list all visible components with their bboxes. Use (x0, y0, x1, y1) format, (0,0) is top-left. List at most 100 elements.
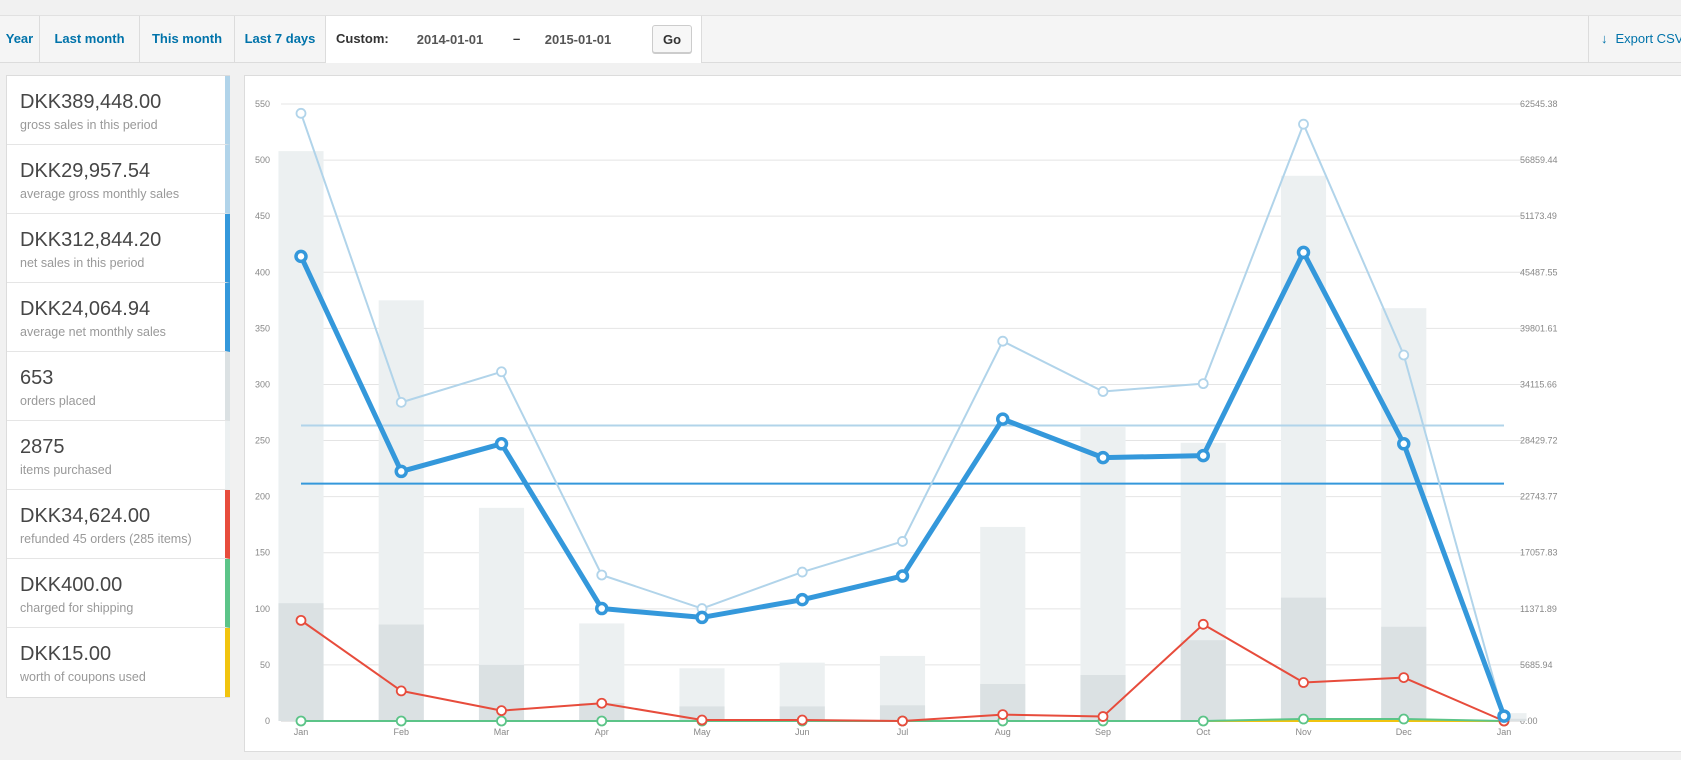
series-point (395, 685, 407, 697)
legend-amount: DKK29,957.54 (20, 160, 151, 182)
y-tick-label-left: 250 (255, 436, 270, 446)
legend-description: worth of coupons used (20, 670, 146, 684)
legend-item[interactable]: DKK400.00 charged for shipping (7, 559, 230, 628)
series-point (1197, 378, 1209, 390)
series-point (1398, 713, 1410, 725)
x-tick-label: Jun (795, 727, 810, 737)
x-tick-label: Mar (494, 727, 510, 737)
series-point (596, 569, 608, 581)
date-range-bar: Year Last month This month Last 7 days C… (0, 16, 1681, 63)
date-separator: – (513, 31, 521, 46)
series-point (1298, 713, 1309, 725)
legend-item[interactable]: DKK34,624.00 refunded 45 orders (285 item… (7, 490, 230, 559)
y-tick-label-right: 51173.49 (1520, 211, 1557, 221)
tab-last-7-days[interactable]: Last 7 days (235, 16, 326, 62)
series-point (395, 396, 407, 408)
tab-this-month[interactable]: This month (140, 16, 235, 62)
legend-item[interactable]: DKK29,957.54 average gross monthly sales (7, 145, 230, 214)
y-tick-label-left: 100 (255, 604, 270, 614)
y-tick-label-right: 5685.94 (1520, 660, 1553, 670)
series-point (695, 610, 709, 625)
y-tick-label-left: 500 (255, 155, 270, 165)
start-date-input[interactable] (402, 25, 498, 53)
y-tick-label-left: 550 (255, 99, 270, 109)
series-point (895, 569, 910, 583)
x-tick-label: Feb (393, 727, 409, 737)
series-point (1497, 709, 1511, 723)
series-point (897, 715, 908, 727)
series-point (295, 614, 307, 626)
legend-description: refunded 45 orders (285 items) (20, 532, 192, 546)
legend-description: average net monthly sales (20, 325, 166, 339)
y-tick-label-right: 0.00 (1520, 716, 1538, 726)
download-arrow-icon: ↓ (1601, 31, 1608, 46)
y-tick-label-right: 17057.83 (1520, 548, 1558, 558)
bar (579, 703, 625, 721)
x-tick-label: Sep (1095, 727, 1111, 737)
sales-chart: 0 0.00 50 5685.94 100 11371.89 150 17057.83 200 2… (255, 99, 1558, 737)
series-point (696, 714, 708, 726)
legend-item[interactable]: DKK24,064.94 average net monthly sales (7, 283, 230, 352)
series-point (496, 715, 507, 727)
series-point (897, 536, 908, 547)
series-point (295, 107, 307, 119)
series-point (295, 715, 307, 727)
go-button[interactable]: Go (652, 25, 692, 53)
series-point (1398, 672, 1410, 683)
series-point (1097, 386, 1109, 397)
series-point (1197, 715, 1209, 727)
legend-description: charged for shipping (20, 601, 134, 615)
legend-amount: DKK312,844.20 (20, 229, 162, 251)
series-point (1298, 677, 1309, 688)
x-tick-label: Jan (1497, 727, 1512, 737)
y-tick-label-left: 350 (255, 323, 270, 333)
legend-description: gross sales in this period (20, 118, 158, 132)
y-tick-label-left: 200 (255, 492, 270, 502)
tab-last-month[interactable]: Last month (40, 16, 140, 62)
x-tick-label: Apr (595, 727, 609, 737)
legend-amount: DKK400.00 (20, 574, 123, 596)
custom-label: Custom: (336, 31, 389, 46)
legend-item[interactable]: DKK312,844.20 net sales in this period (7, 214, 230, 283)
chart-legend: DKK389,448.00 gross sales in this period D… (6, 75, 230, 698)
series-point (596, 715, 608, 727)
legend-item[interactable]: 653 orders placed (7, 352, 230, 421)
series-point (996, 412, 1010, 426)
legend-amount: DKK24,064.94 (20, 298, 151, 320)
legend-amount: DKK15.00 (20, 643, 112, 665)
legend-amount: 653 (20, 367, 54, 389)
series-point (796, 566, 808, 578)
x-tick-label: Nov (1295, 727, 1312, 737)
series-point (1298, 118, 1309, 130)
legend-item[interactable]: DKK15.00 worth of coupons used (7, 628, 230, 697)
series-point (997, 335, 1009, 347)
series-point (494, 437, 509, 451)
series-point (1398, 349, 1410, 361)
y-tick-label-left: 150 (255, 548, 270, 558)
bar (779, 706, 825, 721)
y-tick-label-left: 400 (255, 267, 270, 277)
y-tick-label-right: 45487.55 (1520, 267, 1558, 277)
bar (1504, 718, 1527, 721)
custom-range: Custom: – Go (326, 16, 702, 63)
bar (1504, 713, 1527, 721)
x-tick-label: Oct (1196, 727, 1211, 737)
end-date-input[interactable] (530, 25, 626, 53)
legend-item[interactable]: 2875 items purchased (7, 421, 230, 490)
bar (879, 705, 926, 721)
x-tick-label: Jul (897, 727, 909, 737)
export-csv-button[interactable]: ↓ Export CSV (1588, 16, 1681, 62)
bar (1080, 427, 1126, 721)
legend-item[interactable]: DKK389,448.00 gross sales in this period (7, 76, 230, 145)
y-tick-label-left: 50 (260, 660, 270, 670)
series-point (596, 697, 608, 709)
legend-description: items purchased (20, 463, 112, 477)
series-point (395, 715, 407, 727)
legend-amount: 2875 (20, 436, 65, 458)
legend-amount: DKK34,624.00 (20, 505, 151, 527)
y-tick-label-right: 56859.44 (1520, 155, 1558, 165)
x-tick-label: Aug (995, 727, 1011, 737)
series-point (496, 705, 507, 717)
tab-year[interactable]: Year (0, 16, 40, 62)
series-point (1097, 711, 1109, 722)
